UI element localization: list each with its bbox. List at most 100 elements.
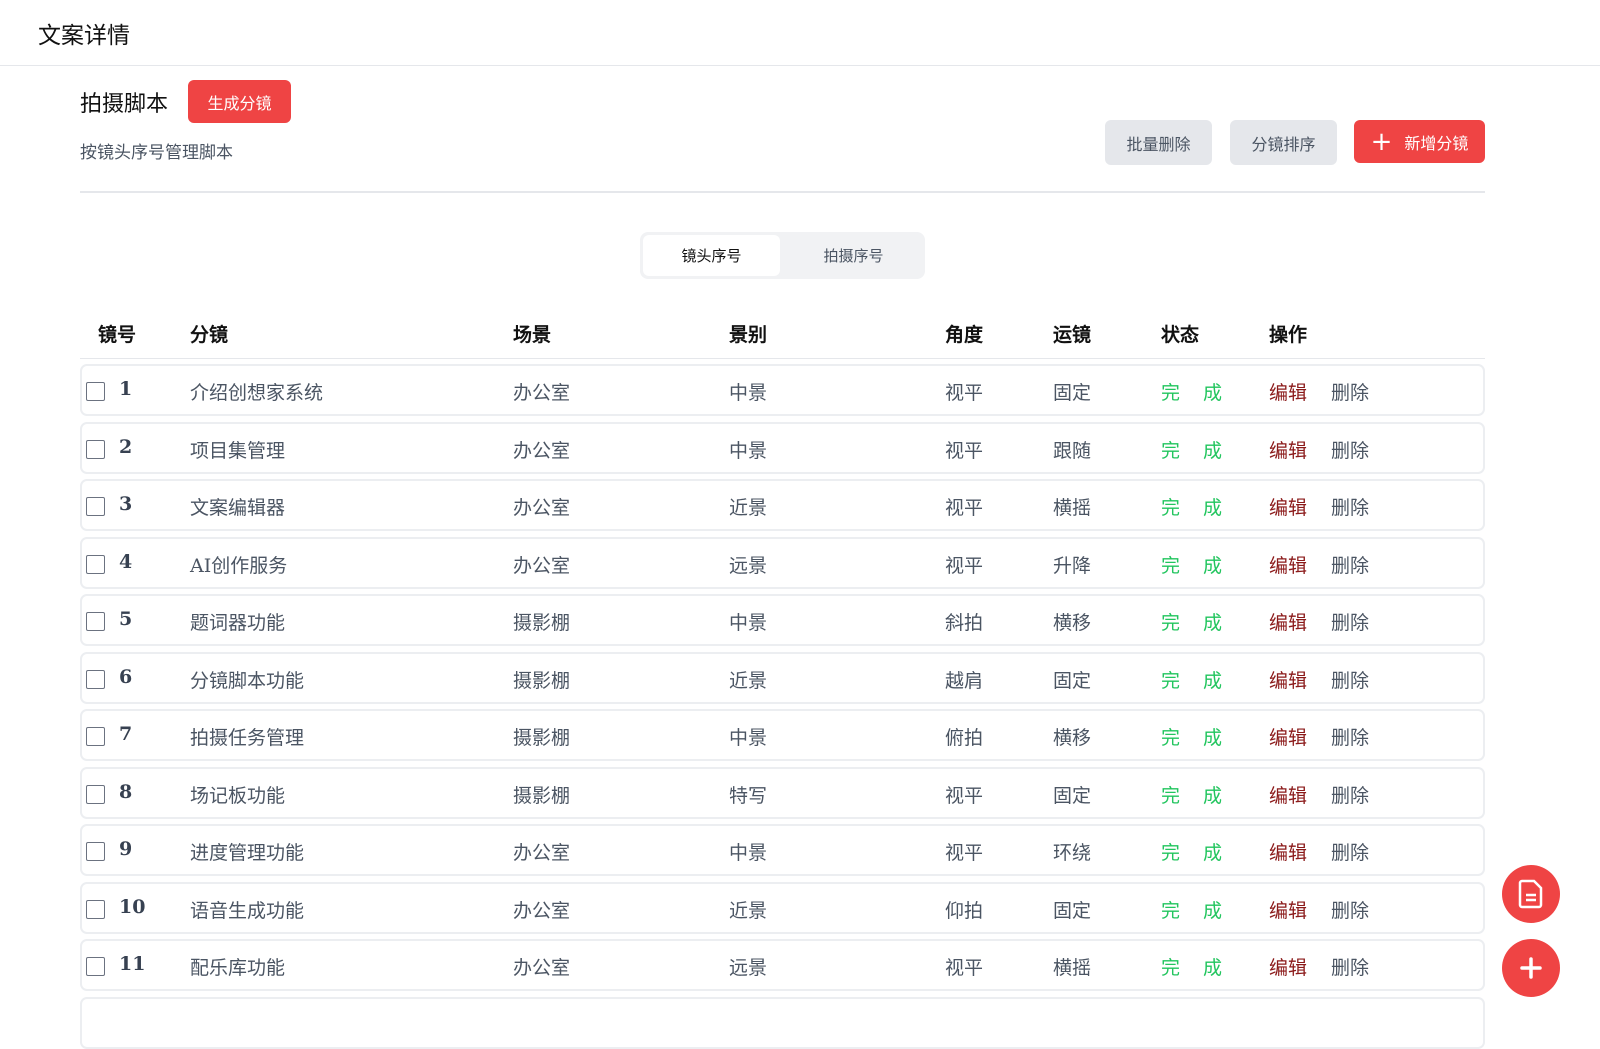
angle: 斜拍 — [945, 612, 984, 634]
status-part: 完 — [1161, 842, 1181, 864]
shot-size: 近景 — [729, 497, 768, 519]
delete-link[interactable]: 删除 — [1331, 439, 1370, 462]
row-checkbox[interactable] — [86, 957, 105, 976]
delete-link[interactable]: 删除 — [1331, 727, 1370, 749]
delete-link[interactable]: 删除 — [1331, 554, 1370, 577]
delete-link[interactable]: 删除 — [1331, 612, 1370, 634]
row-checkbox[interactable] — [86, 669, 105, 689]
status-part: 完 — [1161, 497, 1181, 519]
delete-link[interactable]: 删除 — [1331, 784, 1370, 807]
shot-size: 远景 — [729, 957, 768, 979]
shot-size: 中景 — [729, 612, 768, 634]
delete-link[interactable]: 删除 — [1331, 669, 1370, 692]
row-checkbox[interactable] — [86, 784, 105, 804]
status-part: 完 — [1161, 899, 1181, 922]
edit-link[interactable]: 编辑 — [1269, 669, 1308, 692]
shot-name: 场记板功能 — [190, 784, 286, 807]
table-row-partial — [80, 997, 1485, 1049]
camera-move: 固定 — [1053, 382, 1092, 404]
edit-link[interactable]: 编辑 — [1269, 439, 1308, 462]
shot-size: 中景 — [729, 382, 768, 404]
angle: 视平 — [945, 554, 984, 577]
shot-number: 3 — [119, 493, 133, 515]
shot-number: 8 — [119, 780, 133, 803]
edit-link[interactable]: 编辑 — [1269, 842, 1308, 864]
status-part: 完 — [1161, 957, 1181, 979]
angle: 俯拍 — [945, 727, 984, 749]
col-actions: 操作 — [1269, 324, 1308, 346]
status-part: 成 — [1203, 669, 1223, 692]
delete-link[interactable]: 删除 — [1331, 497, 1370, 519]
edit-link[interactable]: 编辑 — [1269, 727, 1308, 749]
page-title: 文案详情 — [38, 22, 130, 49]
edit-link[interactable]: 编辑 — [1269, 899, 1308, 922]
status-part: 成 — [1203, 554, 1223, 577]
document-button[interactable] — [1502, 865, 1560, 923]
edit-link[interactable]: 编辑 — [1269, 957, 1308, 979]
status-part: 完 — [1161, 382, 1181, 404]
section-title: 拍摄脚本 — [80, 92, 169, 117]
shot-size: 近景 — [729, 669, 768, 692]
batch-delete-button[interactable]: 批量删除 — [1105, 120, 1212, 165]
scene: 摄影棚 — [513, 612, 571, 634]
shot-name: 介绍创想家系统 — [190, 382, 324, 404]
status-part: 完 — [1161, 784, 1181, 807]
shot-size: 近景 — [729, 899, 768, 922]
camera-move: 横移 — [1053, 612, 1092, 634]
section-subtitle: 按镜头序号管理脚本 — [80, 143, 233, 163]
row-checkbox[interactable] — [86, 612, 105, 631]
generate-shots-button[interactable]: 生成分镜 — [188, 80, 291, 123]
edit-link[interactable]: 编辑 — [1269, 497, 1308, 519]
top-bar: 文案详情 — [0, 0, 1600, 66]
scene: 办公室 — [513, 899, 571, 922]
shot-number: 9 — [119, 838, 133, 860]
tab-filming-order[interactable]: 拍摄序号 — [785, 235, 922, 276]
shot-number: 11 — [119, 953, 146, 975]
delete-link[interactable]: 删除 — [1331, 842, 1370, 864]
scene: 办公室 — [513, 842, 571, 864]
scene: 摄影棚 — [513, 727, 571, 749]
shot-size: 中景 — [729, 727, 768, 749]
shot-name: 配乐库功能 — [190, 957, 286, 979]
tab-shot-order[interactable]: 镜头序号 — [643, 235, 780, 276]
table-row: 8 场记板功能 摄影棚 特写 视平 固定 完 成 编辑 删除 — [80, 766, 1485, 819]
row-checkbox[interactable] — [86, 497, 105, 516]
status-part: 成 — [1203, 784, 1223, 807]
row-checkbox[interactable] — [86, 439, 105, 459]
shot-name: AI创作服务 — [190, 554, 288, 577]
col-shot: 分镜 — [190, 324, 229, 346]
col-angle: 角度 — [945, 324, 984, 346]
sort-shots-button[interactable]: 分镜排序 — [1230, 120, 1337, 165]
delete-link[interactable]: 删除 — [1331, 382, 1370, 404]
row-checkbox[interactable] — [86, 382, 105, 401]
table-row: 10 语音生成功能 办公室 近景 仰拍 固定 完 成 编辑 删除 — [80, 881, 1485, 934]
table-row: 6 分镜脚本功能 摄影棚 近景 越肩 固定 完 成 编辑 删除 — [80, 651, 1485, 704]
shot-size: 远景 — [729, 554, 768, 577]
shot-size: 中景 — [729, 439, 768, 462]
status-part: 完 — [1161, 669, 1181, 692]
shot-name: 文案编辑器 — [190, 497, 286, 519]
edit-link[interactable]: 编辑 — [1269, 554, 1308, 577]
col-scene: 场景 — [513, 324, 552, 346]
angle: 视平 — [945, 439, 984, 462]
edit-link[interactable]: 编辑 — [1269, 382, 1308, 404]
row-checkbox[interactable] — [86, 842, 105, 861]
camera-move: 横摇 — [1053, 957, 1092, 979]
camera-move: 升降 — [1053, 554, 1092, 577]
col-no: 镜号 — [98, 324, 137, 346]
delete-link[interactable]: 删除 — [1331, 957, 1370, 979]
row-checkbox[interactable] — [86, 899, 105, 919]
shot-number: 1 — [119, 378, 133, 400]
row-checkbox[interactable] — [86, 554, 105, 574]
edit-link[interactable]: 编辑 — [1269, 612, 1308, 634]
edit-link[interactable]: 编辑 — [1269, 784, 1308, 807]
row-checkbox[interactable] — [86, 727, 105, 746]
status-part: 成 — [1203, 842, 1223, 864]
angle: 视平 — [945, 784, 984, 807]
floating-add-button[interactable] — [1502, 939, 1560, 997]
status-part: 成 — [1203, 497, 1223, 519]
status-part: 完 — [1161, 439, 1181, 462]
add-shot-button[interactable]: + 新增分镜 — [1354, 120, 1485, 163]
table-row: 7 拍摄任务管理 摄影棚 中景 俯拍 横移 完 成 编辑 删除 — [80, 709, 1485, 761]
delete-link[interactable]: 删除 — [1331, 899, 1370, 922]
